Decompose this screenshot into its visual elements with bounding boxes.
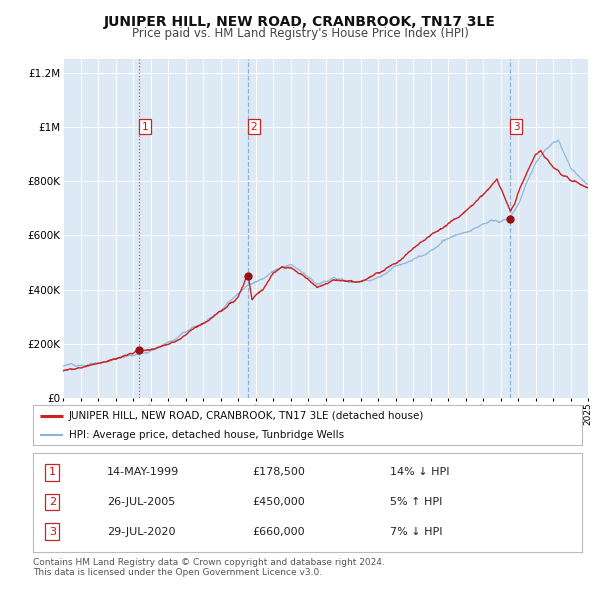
Text: 14% ↓ HPI: 14% ↓ HPI xyxy=(390,467,449,477)
Text: Price paid vs. HM Land Registry's House Price Index (HPI): Price paid vs. HM Land Registry's House … xyxy=(131,27,469,40)
Text: 14-MAY-1999: 14-MAY-1999 xyxy=(107,467,179,477)
Text: 3: 3 xyxy=(513,122,520,132)
Text: 1: 1 xyxy=(142,122,149,132)
Text: 26-JUL-2005: 26-JUL-2005 xyxy=(107,497,175,507)
Text: 1: 1 xyxy=(49,467,56,477)
Text: 2: 2 xyxy=(49,497,56,507)
Text: £178,500: £178,500 xyxy=(253,467,305,477)
Text: 3: 3 xyxy=(49,527,56,537)
Text: JUNIPER HILL, NEW ROAD, CRANBROOK, TN17 3LE (detached house): JUNIPER HILL, NEW ROAD, CRANBROOK, TN17 … xyxy=(68,411,424,421)
Text: £660,000: £660,000 xyxy=(253,527,305,537)
Text: Contains HM Land Registry data © Crown copyright and database right 2024.: Contains HM Land Registry data © Crown c… xyxy=(33,558,385,566)
Text: 5% ↑ HPI: 5% ↑ HPI xyxy=(390,497,442,507)
Text: This data is licensed under the Open Government Licence v3.0.: This data is licensed under the Open Gov… xyxy=(33,568,322,576)
Text: £450,000: £450,000 xyxy=(253,497,305,507)
Text: 7% ↓ HPI: 7% ↓ HPI xyxy=(390,527,442,537)
Text: 2: 2 xyxy=(251,122,257,132)
Text: JUNIPER HILL, NEW ROAD, CRANBROOK, TN17 3LE: JUNIPER HILL, NEW ROAD, CRANBROOK, TN17 … xyxy=(104,15,496,29)
Text: 29-JUL-2020: 29-JUL-2020 xyxy=(107,527,176,537)
Text: HPI: Average price, detached house, Tunbridge Wells: HPI: Average price, detached house, Tunb… xyxy=(68,430,344,440)
